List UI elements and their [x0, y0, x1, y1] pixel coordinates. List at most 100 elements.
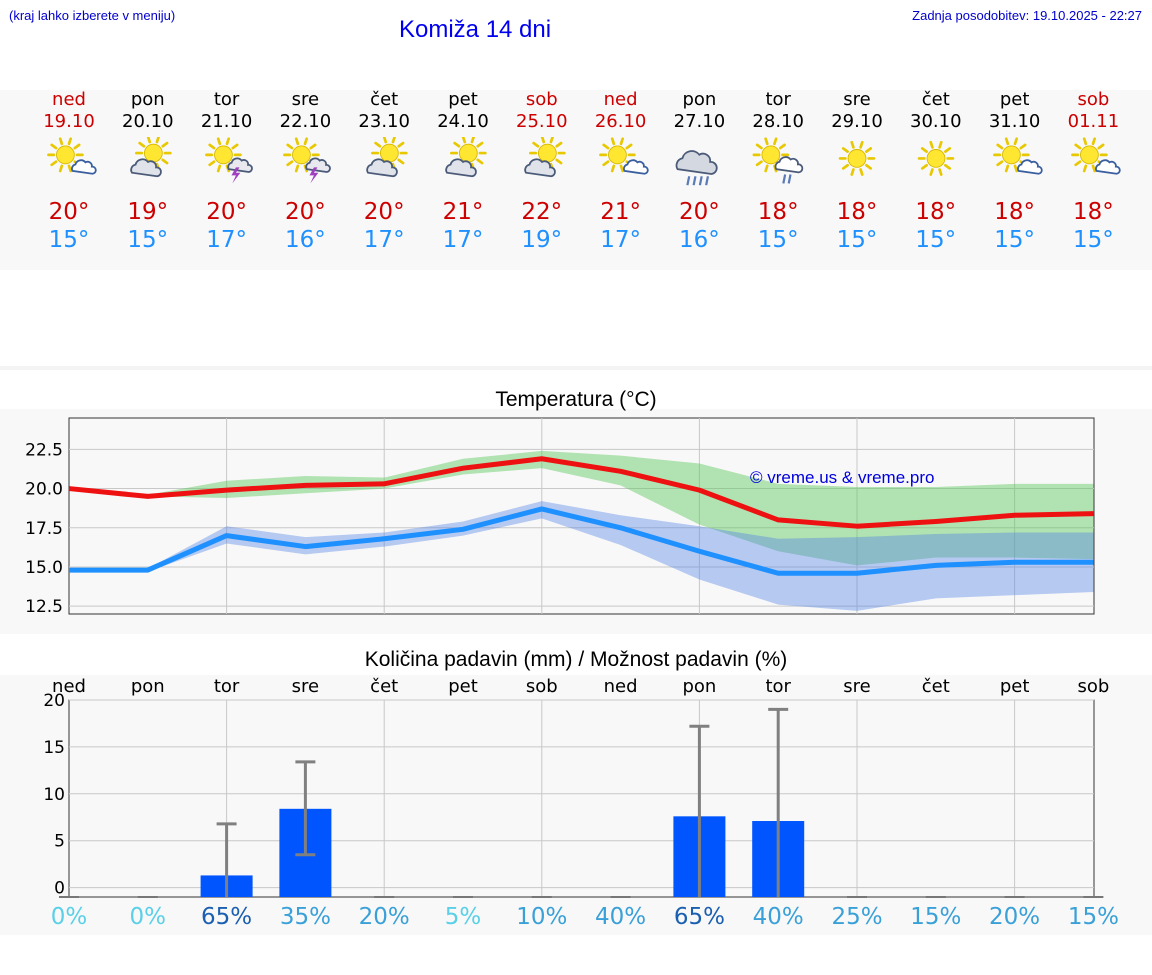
- day-name: sob: [525, 89, 558, 110]
- x-tick-label: tor: [765, 676, 791, 697]
- precipitation-probability: 15%: [910, 904, 962, 930]
- max-temperature: 18°: [757, 199, 799, 225]
- min-temperature: 15°: [836, 227, 878, 253]
- day-name: sob: [1077, 89, 1110, 110]
- location-hint: (kraj lahko izberete v meniju): [9, 8, 176, 23]
- precipitation-probability: 25%: [831, 904, 883, 930]
- min-temperature: 17°: [363, 227, 405, 253]
- x-tick-label: tor: [214, 676, 240, 697]
- min-temperature: 15°: [994, 227, 1035, 253]
- sun-small-cloud-icon: [47, 137, 97, 175]
- x-tick-label: pon: [682, 676, 716, 697]
- day-date: 29.10: [831, 111, 883, 132]
- sun-icon: [917, 140, 955, 176]
- max-temperature-line: [68, 456, 1094, 529]
- min-range-band: [69, 501, 1094, 611]
- min-temperature: 17°: [442, 227, 484, 253]
- max-temperature: 20°: [48, 199, 90, 225]
- min-temperature: 17°: [600, 227, 641, 253]
- precipitation-probability: 65%: [201, 904, 253, 930]
- cloud-sun-icon: [366, 137, 408, 178]
- day-date: 01.11: [1067, 111, 1120, 132]
- y-tick-label: 22.5: [25, 440, 63, 460]
- day-date: 28.10: [752, 111, 804, 132]
- day-date: 19.10: [43, 111, 95, 132]
- temperature-chart-title: Temperatura (°C): [495, 388, 657, 411]
- day-name: tor: [213, 89, 240, 110]
- day-date: 25.10: [516, 111, 568, 132]
- min-temperature: 15°: [127, 227, 169, 253]
- cloud-sun-icon: [130, 137, 172, 178]
- y-tick-label: 20: [43, 691, 65, 711]
- y-tick-label: 10: [43, 785, 65, 805]
- day-name: pon: [130, 89, 165, 110]
- y-tick-label: 12.5: [25, 597, 63, 617]
- day-name: sre: [291, 89, 320, 110]
- max-temperature: 20°: [285, 199, 326, 225]
- x-tick-label: sob: [526, 676, 558, 697]
- max-temperature: 19°: [127, 199, 169, 225]
- day-name: ned: [52, 89, 86, 110]
- max-temperature: 18°: [915, 199, 957, 225]
- y-tick-label: 20.0: [25, 480, 63, 500]
- min-temperature: 19°: [521, 227, 563, 253]
- day-date: 30.10: [910, 111, 962, 132]
- sun-small-cloud-icon: [598, 137, 649, 175]
- day-date: 21.10: [200, 111, 253, 132]
- precipitation-probability: 40%: [752, 904, 804, 930]
- x-tick-label: sre: [843, 676, 870, 697]
- day-date: 23.10: [358, 111, 410, 132]
- min-temperature: 17°: [206, 227, 247, 253]
- last-updated: Zadnja posodobitev: 19.10.2025 - 22:27: [912, 8, 1142, 23]
- cloud-rain-icon: [676, 150, 719, 186]
- max-temperature: 22°: [521, 199, 563, 225]
- max-range-band: [69, 450, 1094, 566]
- precipitation-chart-title: Količina padavin (mm) / Možnost padavin …: [364, 648, 788, 671]
- sun-thunder-icon: [204, 137, 253, 184]
- min-temperature: 15°: [915, 227, 957, 253]
- sun-cloud-rain-icon: [752, 137, 804, 184]
- y-tick-label: 17.5: [25, 519, 63, 539]
- x-tick-label: sre: [292, 676, 319, 697]
- cloud-sun-icon: [524, 137, 566, 178]
- min-temperature: 15°: [1073, 227, 1114, 253]
- y-tick-label: 0: [54, 879, 65, 899]
- day-name: pet: [448, 89, 478, 110]
- temperature-chart: 12.5 15.0 17.5 20.0 22.5 © vreme.us & vreme.p…: [25, 417, 1095, 617]
- max-temperature: 21°: [442, 199, 484, 225]
- precipitation-probability: 0%: [129, 904, 167, 930]
- sun-icon: [838, 140, 876, 176]
- plot-area: [68, 699, 1095, 898]
- day-name: sre: [843, 89, 871, 110]
- precipitation-probability: 0%: [50, 904, 88, 930]
- day-date: 26.10: [594, 111, 647, 132]
- y-tick-label: 15.0: [25, 558, 63, 578]
- day-date: 27.10: [673, 111, 726, 132]
- day-date: 22.10: [279, 111, 332, 132]
- day-name: čet: [921, 89, 950, 110]
- day-date: 20.10: [122, 111, 174, 132]
- sun-small-cloud-icon: [992, 137, 1043, 175]
- x-tick-label: pet: [448, 676, 478, 697]
- x-tick-label: ned: [52, 676, 86, 697]
- max-temperature: 20°: [363, 199, 405, 225]
- day-name: tor: [765, 89, 791, 110]
- day-name: pon: [682, 89, 717, 110]
- x-tick-label: sob: [1077, 676, 1109, 697]
- min-temperature: 16°: [285, 227, 326, 253]
- y-tick-label: 5: [54, 832, 65, 852]
- max-temperature: 18°: [994, 199, 1035, 225]
- divider: [0, 366, 1152, 370]
- page-title: Komiža 14 dni: [399, 16, 552, 43]
- max-temperature: 18°: [836, 199, 878, 225]
- x-tick-label: čet: [922, 676, 950, 697]
- x-tick-label: čet: [370, 676, 398, 697]
- max-temperature: 20°: [206, 199, 247, 225]
- day-date: 31.10: [988, 111, 1041, 132]
- forecast-panel: [0, 90, 1152, 270]
- precipitation-probability: 65%: [673, 904, 725, 930]
- min-temperature: 16°: [679, 227, 720, 253]
- max-temperature: 18°: [1073, 199, 1114, 225]
- precipitation-probability: 40%: [595, 904, 647, 930]
- min-temperature: 15°: [757, 227, 799, 253]
